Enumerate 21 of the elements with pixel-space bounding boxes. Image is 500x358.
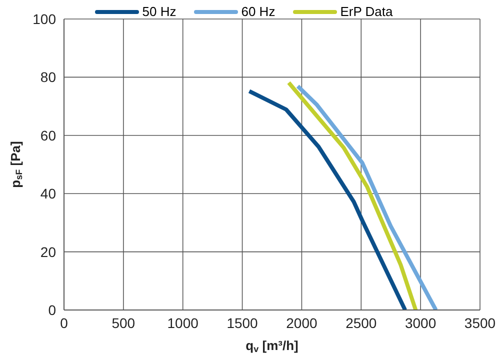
legend-label: ErP Data — [339, 4, 393, 19]
legend-label: 50 Hz — [141, 4, 176, 19]
line-series — [247, 89, 408, 310]
y-tick-label: 100 — [32, 10, 56, 27]
x-tick-label: 3500 — [464, 314, 496, 331]
x-tick-label: 2000 — [286, 314, 318, 331]
y-tick-label: 80 — [40, 69, 56, 86]
x-tick-label: 0 — [60, 314, 68, 331]
y-tick-label: 20 — [40, 244, 56, 260]
x-tick-label: 500 — [112, 314, 136, 331]
line-series — [296, 84, 438, 310]
x-axis-title: q$_{v}$ [m³/h] — [246, 338, 298, 354]
y-tick-label: 60 — [40, 127, 56, 144]
x-tick-label: 2500 — [346, 314, 377, 331]
x-tick-label: 1500 — [226, 314, 258, 331]
line-series — [286, 80, 418, 310]
x-tick-label: 3000 — [404, 314, 436, 331]
y-tick-label: 40 — [40, 186, 56, 202]
legend-label: 60 Hz — [240, 4, 276, 19]
x-tick-label: 1000 — [167, 314, 199, 331]
y-tick-label: 0 — [48, 302, 56, 318]
